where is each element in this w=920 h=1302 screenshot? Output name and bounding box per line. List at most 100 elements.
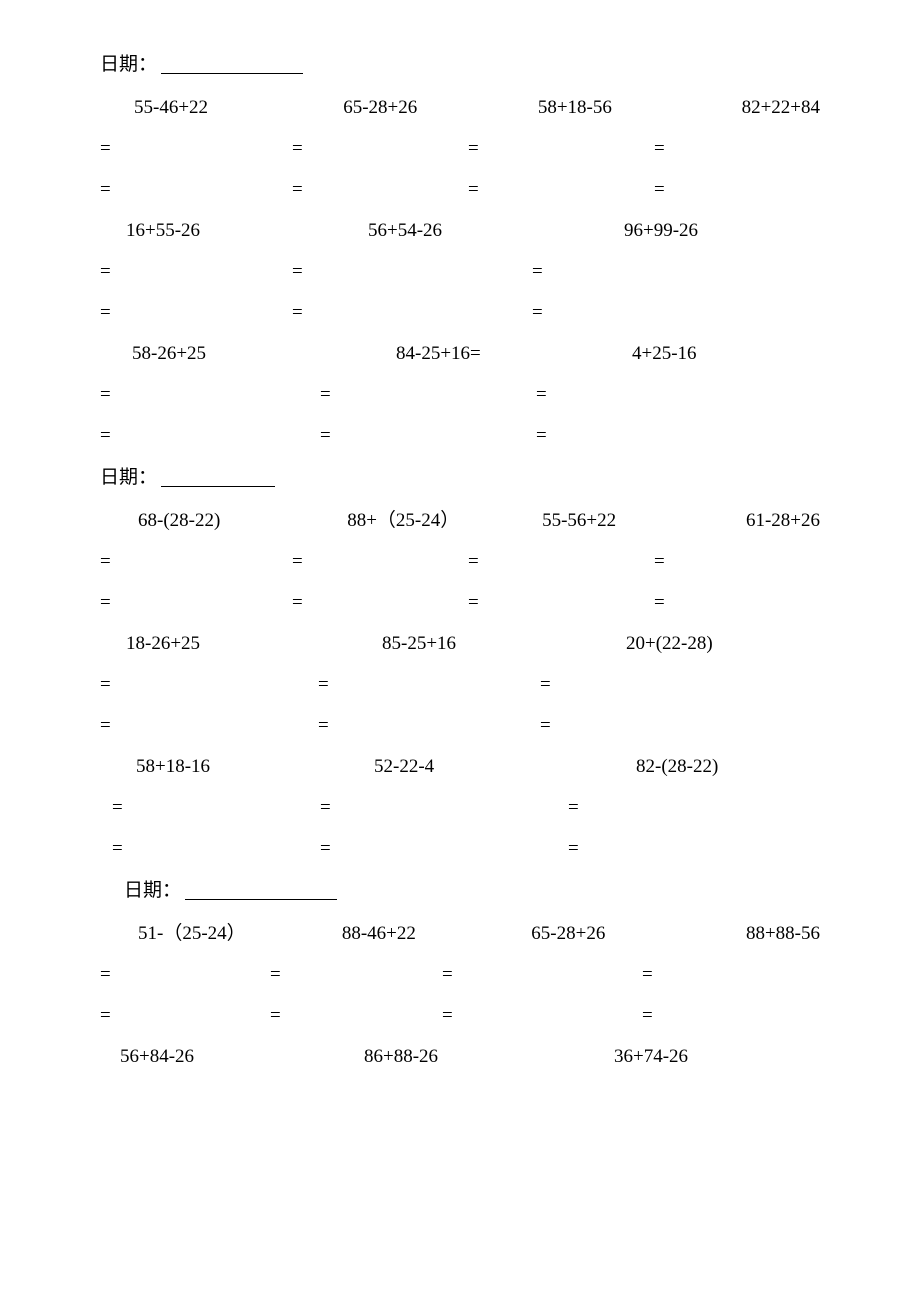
equals-cell: =: [320, 426, 536, 445]
problem-cell: 18-26+25: [100, 634, 356, 653]
equals-row: ===: [100, 426, 820, 445]
equals-row: ===: [100, 839, 820, 858]
date-label: 日期：: [100, 468, 157, 487]
problem-cell: 88-46+22: [304, 924, 493, 943]
equals-cell: =: [100, 798, 308, 817]
equals-row: ===: [100, 303, 820, 322]
equals-cell: =: [468, 593, 654, 612]
equals-cell: =: [292, 303, 532, 322]
equals-cell: =: [100, 552, 292, 571]
equals-cell: =: [654, 139, 665, 158]
equals-cell: =: [654, 180, 665, 199]
problem-cell: 65-28+26: [309, 98, 504, 117]
equals-cell: =: [308, 798, 556, 817]
expression-row: 18-26+2585-25+1620+(22-28): [100, 634, 820, 653]
expression-row: 51-（25-24）88-46+2265-28+2688+88-56: [100, 924, 820, 943]
equals-cell: =: [556, 798, 579, 817]
equals-cell: =: [100, 1006, 270, 1025]
equals-cell: =: [442, 1006, 642, 1025]
expression-row: 16+55-2656+54-2696+99-26: [100, 221, 820, 240]
equals-cell: =: [292, 262, 532, 281]
equals-cell: =: [100, 675, 318, 694]
equals-cell: =: [100, 965, 270, 984]
equals-cell: =: [292, 552, 468, 571]
problem-cell: 88+88-56: [708, 924, 820, 943]
problem-cell: 55-46+22: [100, 98, 309, 117]
equals-cell: =: [442, 965, 642, 984]
problem-cell: 52-22-4: [338, 757, 600, 776]
equals-row: ===: [100, 798, 820, 817]
equals-row: ===: [100, 385, 820, 404]
equals-cell: =: [100, 593, 292, 612]
date-row: 日期：: [100, 467, 820, 487]
problem-cell: 56+84-26: [100, 1047, 344, 1066]
date-blank: [161, 467, 275, 487]
equals-cell: =: [318, 675, 540, 694]
problem-cell: 82-(28-22): [600, 757, 718, 776]
problem-cell: 96+99-26: [598, 221, 698, 240]
problem-cell: 16+55-26: [100, 221, 342, 240]
equals-cell: =: [308, 839, 556, 858]
problem-cell: 4+25-16: [600, 344, 697, 363]
equals-cell: =: [642, 965, 653, 984]
equals-row: ====: [100, 593, 820, 612]
date-label: 日期：: [100, 55, 157, 74]
worksheet-page: 日期：55-46+2265-28+2658+18-5682+22+84=====…: [0, 0, 920, 1302]
equals-cell: =: [292, 180, 468, 199]
equals-cell: =: [536, 385, 547, 404]
expression-row: 68-(28-22)88+（25-24）55-56+2261-28+26: [100, 511, 820, 530]
equals-cell: =: [100, 303, 292, 322]
problem-cell: 61-28+26: [708, 511, 820, 530]
problem-cell: 58+18-56: [504, 98, 708, 117]
problem-cell: 88+（25-24）: [309, 511, 504, 530]
equals-cell: =: [654, 552, 665, 571]
date-row: 日期：: [100, 54, 820, 74]
equals-row: ====: [100, 1006, 820, 1025]
equals-row: ====: [100, 139, 820, 158]
equals-cell: =: [292, 593, 468, 612]
equals-cell: =: [536, 426, 547, 445]
problem-cell: 51-（25-24）: [100, 924, 304, 943]
problem-cell: 85-25+16: [356, 634, 600, 653]
equals-cell: =: [468, 180, 654, 199]
equals-cell: =: [556, 839, 579, 858]
expression-row: 58-26+2584-25+16=4+25-16: [100, 344, 820, 363]
problem-cell: 84-25+16=: [364, 344, 600, 363]
date-label: 日期：: [124, 881, 181, 900]
equals-cell: =: [100, 716, 318, 735]
equals-cell: =: [270, 965, 442, 984]
problem-cell: 82+22+84: [708, 98, 820, 117]
equals-cell: =: [292, 139, 468, 158]
problem-cell: 58-26+25: [100, 344, 364, 363]
equals-cell: =: [270, 1006, 442, 1025]
problem-cell: 86+88-26: [344, 1047, 594, 1066]
equals-cell: =: [100, 426, 320, 445]
equals-row: ====: [100, 180, 820, 199]
equals-cell: =: [654, 593, 665, 612]
expression-row: 55-46+2265-28+2658+18-5682+22+84: [100, 98, 820, 117]
problem-cell: 65-28+26: [493, 924, 708, 943]
equals-cell: =: [100, 385, 320, 404]
equals-cell: =: [642, 1006, 653, 1025]
equals-row: ===: [100, 675, 820, 694]
equals-row: ===: [100, 262, 820, 281]
equals-row: ===: [100, 716, 820, 735]
equals-cell: =: [100, 139, 292, 158]
expression-row: 58+18-1652-22-482-(28-22): [100, 757, 820, 776]
problem-cell: 56+54-26: [342, 221, 598, 240]
equals-row: ====: [100, 552, 820, 571]
problem-cell: 20+(22-28): [600, 634, 713, 653]
equals-cell: =: [468, 552, 654, 571]
problem-cell: 36+74-26: [594, 1047, 688, 1066]
date-blank: [161, 54, 303, 74]
equals-cell: =: [100, 839, 308, 858]
equals-cell: =: [468, 139, 654, 158]
equals-cell: =: [100, 262, 292, 281]
problem-cell: 68-(28-22): [100, 511, 309, 530]
date-row: 日期：: [100, 880, 820, 900]
problem-cell: 55-56+22: [504, 511, 708, 530]
equals-cell: =: [540, 716, 551, 735]
equals-cell: =: [318, 716, 540, 735]
problem-cell: 58+18-16: [100, 757, 338, 776]
equals-cell: =: [100, 180, 292, 199]
